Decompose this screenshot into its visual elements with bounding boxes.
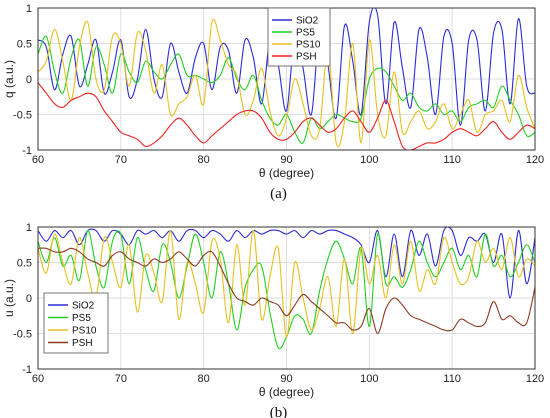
y-tick-label: -0.5 [13,110,32,122]
x-tick-label: 60 [32,373,44,385]
legend-label: SiO2 [72,301,95,312]
y-axis-label: u (a.u.) [2,279,16,317]
panel-b: 60 70 80 90 100 110 120 1 0.5 0 -0.5 -1 θ (degree) u … [0,209,550,418]
x-axis-label: θ (degree) [259,166,314,180]
y-tick-label: 0.5 [17,258,32,270]
chart-b-svg: 60 70 80 90 100 110 120 1 0.5 0 -0.5 -1 θ (degree) u … [2,222,544,418]
x-tick-label: 70 [115,373,127,385]
y-tick-label: 1 [26,3,32,15]
y-tick-label: 0 [26,293,32,305]
y-tick-label: -1 [22,145,32,157]
legend-label: PS5 [72,313,91,324]
legend-label: PSH [296,52,317,63]
x-tick-label: 100 [360,154,378,166]
legend-label: SiO2 [296,16,319,27]
series-line-ps10 [38,18,535,148]
panel-a: 60 70 80 90 100 110 120 1 0.5 0 -0.5 -1 θ (degree) q … [2,3,544,202]
x-tick-label: 80 [198,373,210,385]
x-tick-label: 80 [198,154,210,166]
x-tick-label: 90 [280,373,292,385]
x-tick-label: 90 [280,154,292,166]
x-tick-label: 110 [443,154,461,166]
y-axis-label: q (a.u.) [2,60,16,98]
panel-caption: (b) [270,405,288,418]
series-line-psh [38,247,535,335]
series-line-ps5 [38,35,535,144]
axes-frame [37,226,536,370]
x-tick-label: 120 [526,154,544,166]
legend-label: PS10 [296,40,321,51]
legend-label: PS5 [296,28,315,39]
panel-caption: (a) [270,186,287,202]
y-tick-label: 0.5 [17,39,32,51]
legend-label: PS10 [72,326,97,337]
y-tick-label: -0.5 [13,329,32,341]
y-tick-label: 0 [26,74,32,86]
x-tick-label: 120 [526,373,544,385]
y-tick-label: 1 [26,222,32,234]
x-tick-label: 110 [443,373,461,385]
y-tick-label: -1 [22,364,32,376]
x-tick-label: 100 [360,373,378,385]
x-axis-label: θ (degree) [259,385,314,399]
legend-label: PSH [72,338,93,349]
series-line-psh [38,82,535,150]
chart-a-svg: 60 70 80 90 100 110 120 1 0.5 0 -0.5 -1 θ (degree) q … [2,3,544,202]
x-tick-label: 70 [115,154,127,166]
series-line-ps10 [38,229,535,338]
x-tick-label: 60 [32,154,44,166]
